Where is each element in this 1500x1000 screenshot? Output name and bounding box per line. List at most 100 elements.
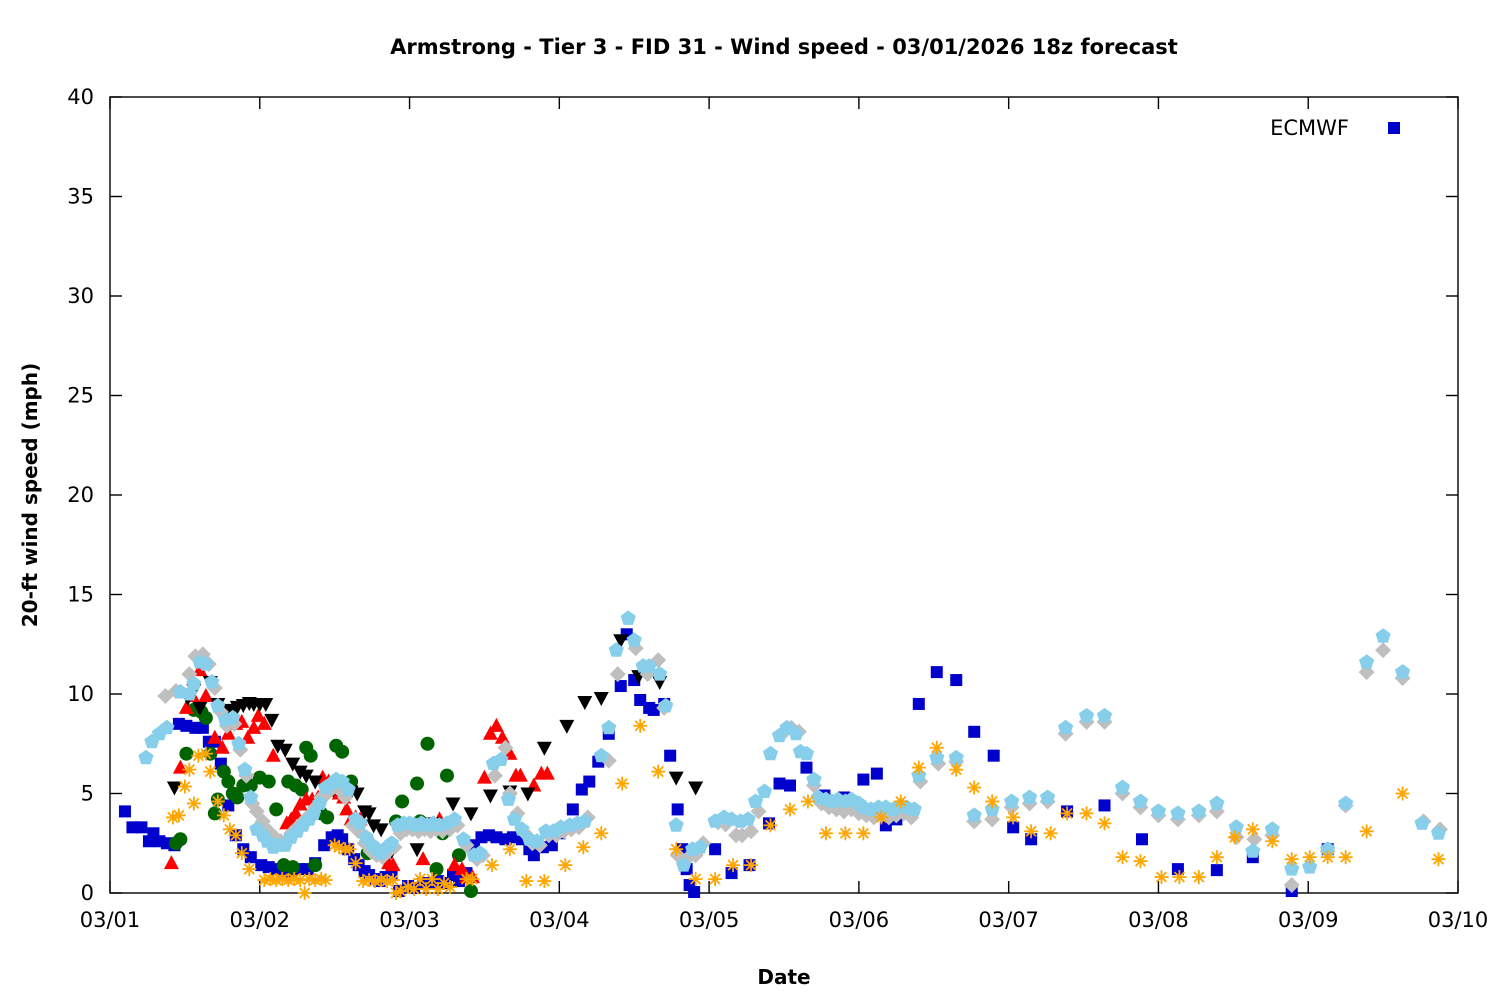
data-point bbox=[609, 666, 626, 683]
data-point bbox=[224, 823, 236, 835]
data-point bbox=[264, 713, 280, 728]
data-point bbox=[308, 858, 323, 873]
data-point bbox=[1007, 811, 1019, 823]
data-point bbox=[692, 839, 708, 854]
data-point bbox=[384, 835, 400, 850]
data-point bbox=[285, 757, 301, 772]
data-point bbox=[688, 886, 701, 899]
data-point bbox=[415, 851, 431, 866]
data-point bbox=[277, 743, 293, 758]
y-tick-label: 10 bbox=[67, 682, 94, 706]
data-point bbox=[1322, 851, 1334, 863]
data-point bbox=[1395, 664, 1411, 679]
data-point bbox=[1229, 831, 1241, 843]
data-point bbox=[1430, 825, 1447, 840]
data-point bbox=[207, 729, 223, 744]
data-point bbox=[246, 719, 262, 734]
data-point bbox=[670, 843, 682, 855]
data-point bbox=[641, 658, 657, 673]
data-point bbox=[1361, 825, 1373, 837]
data-point bbox=[913, 762, 925, 774]
data-point bbox=[198, 656, 214, 671]
data-point bbox=[664, 749, 677, 762]
data-point bbox=[966, 807, 982, 822]
data-point bbox=[183, 764, 195, 776]
data-point bbox=[243, 863, 255, 875]
data-point bbox=[987, 749, 1000, 762]
y-tick-label: 40 bbox=[67, 85, 94, 109]
data-point bbox=[626, 632, 642, 647]
data-point bbox=[1375, 642, 1392, 659]
data-point bbox=[204, 674, 220, 689]
data-point bbox=[784, 803, 796, 816]
data-point bbox=[118, 805, 131, 818]
data-point bbox=[198, 710, 213, 725]
data-point bbox=[1228, 819, 1244, 834]
y-tick-label: 35 bbox=[67, 185, 94, 209]
data-point bbox=[613, 634, 629, 649]
data-point bbox=[178, 699, 194, 714]
y-tick-label: 15 bbox=[67, 583, 94, 607]
data-point bbox=[1040, 789, 1056, 804]
data-point bbox=[446, 857, 462, 872]
data-point bbox=[1170, 805, 1186, 820]
data-point bbox=[688, 781, 704, 796]
data-point bbox=[292, 765, 308, 780]
data-point bbox=[1080, 807, 1093, 819]
data-point bbox=[493, 751, 509, 767]
data-point bbox=[1004, 793, 1020, 808]
data-point bbox=[743, 823, 760, 840]
data-point bbox=[538, 875, 550, 887]
data-point bbox=[500, 791, 516, 806]
data-point bbox=[207, 806, 222, 821]
data-point bbox=[265, 747, 281, 762]
data-point bbox=[1338, 795, 1354, 810]
x-tick-label: 03/01 bbox=[80, 908, 141, 932]
data-point bbox=[1210, 864, 1223, 877]
data-point bbox=[288, 805, 304, 820]
data-point bbox=[1155, 871, 1168, 883]
data-point bbox=[1193, 871, 1205, 883]
data-point bbox=[350, 857, 362, 869]
data-point bbox=[482, 725, 498, 740]
data-point bbox=[444, 881, 456, 893]
data-point bbox=[329, 839, 341, 851]
x-axis-label: Date bbox=[757, 965, 811, 989]
data-point bbox=[218, 809, 230, 821]
data-point bbox=[173, 809, 185, 821]
data-point bbox=[1320, 841, 1336, 856]
data-point bbox=[1246, 831, 1263, 848]
data-point bbox=[270, 739, 286, 754]
data-point bbox=[463, 884, 478, 899]
data-point bbox=[1134, 855, 1147, 867]
data-point bbox=[1247, 823, 1259, 835]
data-point bbox=[906, 801, 922, 816]
data-point bbox=[179, 746, 194, 761]
data-point bbox=[857, 827, 869, 839]
data-point bbox=[1022, 789, 1038, 804]
data-point bbox=[1078, 707, 1095, 723]
x-tick-label: 03/08 bbox=[1128, 908, 1189, 932]
data-point bbox=[446, 811, 463, 826]
data-point bbox=[303, 873, 315, 885]
plot-border bbox=[109, 96, 1459, 894]
data-point bbox=[445, 797, 461, 812]
data-point bbox=[912, 697, 925, 710]
data-point bbox=[968, 725, 981, 738]
data-point bbox=[930, 666, 943, 679]
data-point bbox=[595, 827, 607, 839]
data-point bbox=[745, 859, 757, 871]
data-point bbox=[577, 813, 593, 828]
data-point bbox=[373, 823, 389, 838]
data-point bbox=[647, 703, 660, 716]
data-point bbox=[634, 720, 646, 732]
data-point bbox=[455, 831, 472, 846]
data-point bbox=[288, 873, 300, 885]
data-point bbox=[709, 843, 722, 856]
data-point bbox=[135, 821, 148, 834]
data-point bbox=[244, 851, 257, 864]
data-point bbox=[1098, 817, 1111, 829]
data-point bbox=[802, 795, 814, 808]
data-point bbox=[236, 847, 248, 859]
